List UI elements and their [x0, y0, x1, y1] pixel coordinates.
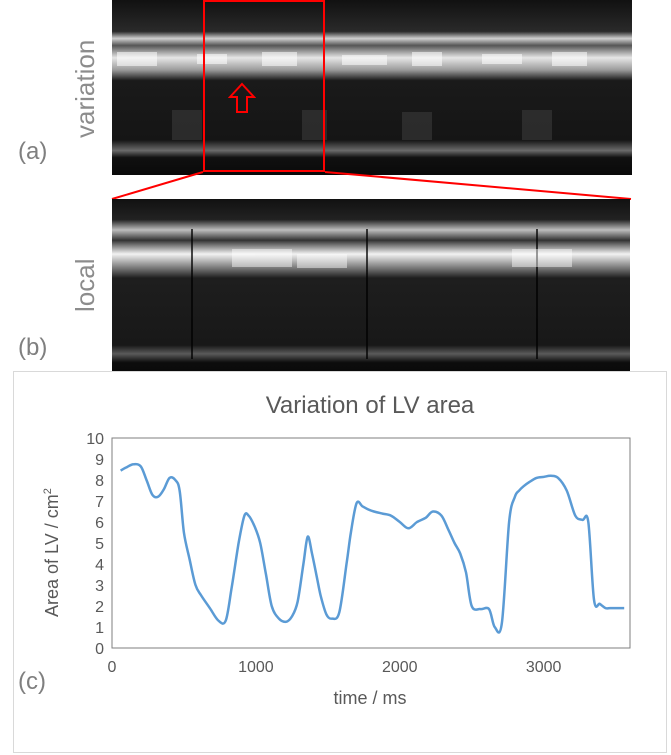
y-tick-label: 4 — [95, 557, 104, 574]
panel-b-letter: (b) — [18, 334, 48, 361]
y-tick-label: 7 — [95, 494, 104, 511]
panel-c-letter: (c) — [18, 668, 46, 695]
y-tick-label: 2 — [95, 599, 104, 616]
y-tick-label: 1 — [95, 620, 104, 637]
zoom-box — [203, 0, 325, 172]
y-tick-label: 8 — [95, 473, 104, 490]
panel-b-mmode-image — [112, 199, 630, 371]
x-tick-label: 1000 — [238, 659, 274, 676]
y-tick-label: 6 — [95, 515, 104, 532]
x-axis-label: time / ms — [333, 688, 407, 708]
y-tick-label: 0 — [95, 641, 104, 658]
up-arrow-icon — [228, 82, 256, 113]
chart-title: Variation of LV area — [265, 392, 475, 419]
y-tick-label: 5 — [95, 536, 104, 553]
panel-a-letter: (a) — [18, 138, 48, 165]
plot-area-border — [111, 437, 631, 649]
panel-a-mmode-image — [112, 0, 632, 175]
series-line-lv-area — [119, 462, 625, 634]
zoom-connector — [111, 171, 632, 200]
x-tick-label: 0 — [108, 659, 117, 676]
y-tick-label: 9 — [95, 452, 104, 469]
x-tick-label: 3000 — [526, 659, 562, 676]
chart-frame — [13, 371, 667, 753]
y-tick-label: 10 — [86, 431, 104, 448]
y-tick-label: 3 — [95, 578, 104, 595]
x-tick-label: 2000 — [382, 659, 418, 676]
